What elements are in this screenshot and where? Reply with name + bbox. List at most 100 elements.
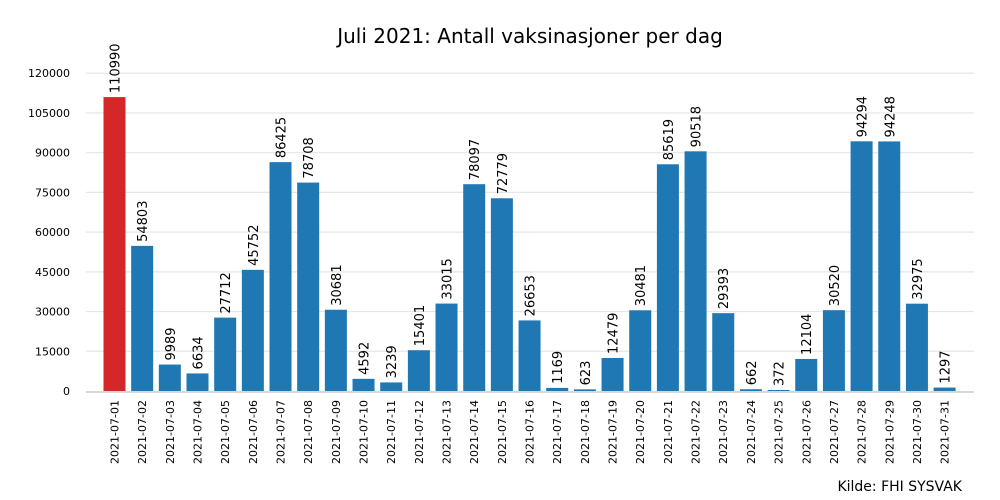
bar xyxy=(878,141,901,391)
bar xyxy=(933,387,956,391)
x-axis-ticks: 2021-07-01 2021-07-02 2021-07-03 2021-07-04… xyxy=(109,400,952,464)
x-tick-label: 2021-07-30 xyxy=(911,400,924,464)
bar xyxy=(435,303,458,391)
bar xyxy=(297,182,320,391)
y-tick-label: 45000 xyxy=(35,266,70,279)
bar xyxy=(324,309,347,391)
bar xyxy=(656,164,679,391)
data-label: 54803 xyxy=(136,201,151,242)
bar xyxy=(214,317,237,391)
data-label: 12479 xyxy=(607,313,622,354)
bar xyxy=(546,387,569,391)
x-tick-label: 2021-07-13 xyxy=(441,400,454,464)
x-tick-label: 2021-07-25 xyxy=(773,400,786,464)
x-tick-label: 2021-07-07 xyxy=(275,400,288,464)
data-label: 94248 xyxy=(883,96,898,137)
data-label: 3239 xyxy=(385,345,400,378)
x-tick-label: 2021-07-15 xyxy=(496,400,509,464)
x-tick-label: 2021-07-12 xyxy=(413,400,426,464)
y-tick-label: 105000 xyxy=(28,107,70,120)
x-tick-label: 2021-07-29 xyxy=(883,400,896,464)
data-label: 85619 xyxy=(662,119,677,160)
y-tick-label: 90000 xyxy=(35,147,70,160)
data-label: 9989 xyxy=(164,327,179,360)
data-label: 72779 xyxy=(496,153,511,194)
y-tick-label: 75000 xyxy=(35,186,70,199)
data-label: 4592 xyxy=(358,342,373,375)
x-tick-label: 2021-07-10 xyxy=(358,400,371,464)
x-tick-label: 2021-07-14 xyxy=(468,400,481,464)
x-tick-label: 2021-07-26 xyxy=(800,400,813,464)
bar xyxy=(905,303,928,391)
data-label: 78708 xyxy=(302,137,317,178)
data-label: 30520 xyxy=(828,265,843,306)
y-tick-label: 0 xyxy=(63,385,70,398)
data-label: 32975 xyxy=(911,258,926,299)
bar xyxy=(158,364,181,391)
bar xyxy=(463,184,486,391)
data-label: 26653 xyxy=(524,275,539,316)
x-tick-label: 2021-07-17 xyxy=(551,400,564,464)
x-tick-label: 2021-07-01 xyxy=(109,400,122,464)
y-tick-label: 15000 xyxy=(35,345,70,358)
data-label: 662 xyxy=(745,360,760,385)
bar xyxy=(103,97,126,391)
bar xyxy=(712,313,735,391)
bar xyxy=(269,162,292,391)
x-tick-label: 2021-07-23 xyxy=(717,400,730,464)
bar xyxy=(352,378,375,391)
x-tick-label: 2021-07-22 xyxy=(690,400,703,464)
data-label: 90518 xyxy=(690,106,705,147)
bars xyxy=(103,97,956,391)
x-tick-label: 2021-07-21 xyxy=(662,400,675,464)
x-tick-label: 2021-07-28 xyxy=(856,400,869,464)
bar xyxy=(795,358,818,391)
x-tick-label: 2021-07-04 xyxy=(192,400,205,464)
x-tick-label: 2021-07-02 xyxy=(136,400,149,464)
data-label: 33015 xyxy=(441,258,456,299)
data-label: 94294 xyxy=(856,96,871,137)
y-axis-ticks: 0 15000 30000 45000 60000 75000 90000 105000 120… xyxy=(28,67,70,398)
bar xyxy=(407,350,430,391)
data-label: 29393 xyxy=(717,268,732,309)
x-tick-label: 2021-07-31 xyxy=(939,400,952,464)
bar xyxy=(601,357,624,391)
data-label: 86425 xyxy=(275,117,290,158)
x-tick-label: 2021-07-03 xyxy=(164,400,177,464)
x-tick-label: 2021-07-05 xyxy=(219,400,232,464)
x-tick-label: 2021-07-20 xyxy=(634,400,647,464)
bar xyxy=(186,373,209,391)
bar xyxy=(629,310,652,391)
data-label: 27712 xyxy=(219,272,234,313)
bar xyxy=(850,141,873,391)
data-label: 1169 xyxy=(551,351,566,384)
bar xyxy=(518,320,541,391)
data-label: 15401 xyxy=(413,305,428,346)
data-label: 372 xyxy=(773,361,788,386)
x-tick-label: 2021-07-08 xyxy=(302,400,315,464)
bar xyxy=(490,198,513,391)
bar xyxy=(241,269,264,391)
data-label: 78097 xyxy=(468,139,483,180)
x-tick-label: 2021-07-24 xyxy=(745,400,758,464)
bar xyxy=(684,151,707,391)
bar xyxy=(767,390,790,391)
x-tick-label: 2021-07-18 xyxy=(579,400,592,464)
bar xyxy=(739,389,762,391)
data-label: 30481 xyxy=(634,265,649,306)
x-tick-label: 2021-07-11 xyxy=(385,400,398,464)
data-label: 6634 xyxy=(192,336,207,369)
source-note: Kilde: FHI SYSVAK xyxy=(837,479,962,495)
x-tick-label: 2021-07-16 xyxy=(524,400,537,464)
data-label: 110990 xyxy=(109,43,124,93)
gridlines xyxy=(86,72,974,352)
x-tick-label: 2021-07-09 xyxy=(330,400,343,464)
data-label: 12104 xyxy=(800,314,815,355)
bar xyxy=(822,310,845,391)
x-tick-label: 2021-07-06 xyxy=(247,400,260,464)
y-tick-label: 30000 xyxy=(35,306,70,319)
y-tick-label: 120000 xyxy=(28,67,70,80)
x-tick-label: 2021-07-19 xyxy=(607,400,620,464)
bar xyxy=(573,389,596,391)
